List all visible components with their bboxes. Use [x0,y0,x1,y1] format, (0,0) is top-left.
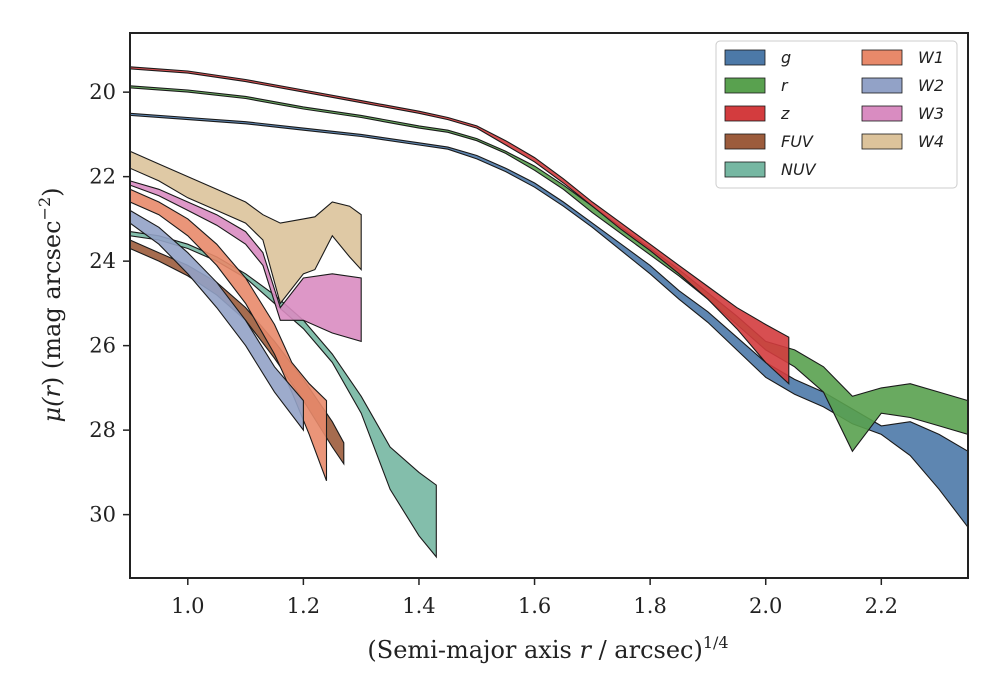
x-axis-label: (Semi-major axis r / arcsec)1/4 [367,633,728,664]
y-tick-label: 24 [89,249,116,273]
legend-label-w2: W2 [918,76,944,95]
legend-swatch-fuv [724,133,766,150]
y-axis-ticks: 20 22 24 26 28 30 [89,80,130,527]
legend-swatch-nuv [724,161,766,178]
x-tick-label: 1.2 [287,594,320,618]
x-tick-label: 1.4 [402,594,435,618]
legend-label-w4: W4 [918,132,944,151]
legend-label-w1: W1 [918,48,944,67]
x-axis-ticks: 1.0 1.2 1.4 1.6 1.8 2.0 2.2 [171,578,898,618]
legend-swatch-r [724,77,766,94]
y-tick-label: 26 [89,334,116,358]
legend-swatch-g [724,49,766,66]
band-w4 [129,150,362,305]
x-tick-label: 2.0 [749,594,782,618]
band-w1 [129,188,328,481]
legend-label-r: r [781,76,789,95]
x-tick-label: 1.0 [171,594,204,618]
y-tick-label: 22 [89,165,116,189]
legend-swatch-w3 [861,105,903,122]
legend: grz FUV NUV W1 W2 W3 W4 [715,40,958,189]
band-w3 [129,180,362,343]
legend-label-z: z [780,104,790,123]
legend-swatch-z [724,105,766,122]
legend-label-w3: W3 [918,104,944,123]
x-tick-label: 1.6 [518,594,551,618]
y-axis-label: μ(r) (mag arcsec−2) [35,187,66,422]
plot-frame [129,32,969,579]
y-tick-label: 28 [89,418,116,442]
y-tick-label: 30 [89,503,116,527]
y-tick-label: 20 [89,80,116,104]
legend-swatch-w1 [861,49,903,66]
band-z [129,66,790,385]
bands-layer [129,66,969,559]
legend-swatch-w4 [861,133,903,150]
legend-label-fuv: FUV [781,132,814,151]
x-tick-label: 1.8 [633,594,666,618]
band-w2 [129,209,304,432]
legend-swatch-w2 [861,77,903,94]
legend-label-g: g [781,48,791,67]
legend-label-nuv: NUV [781,160,817,179]
x-tick-label: 2.2 [865,594,898,618]
